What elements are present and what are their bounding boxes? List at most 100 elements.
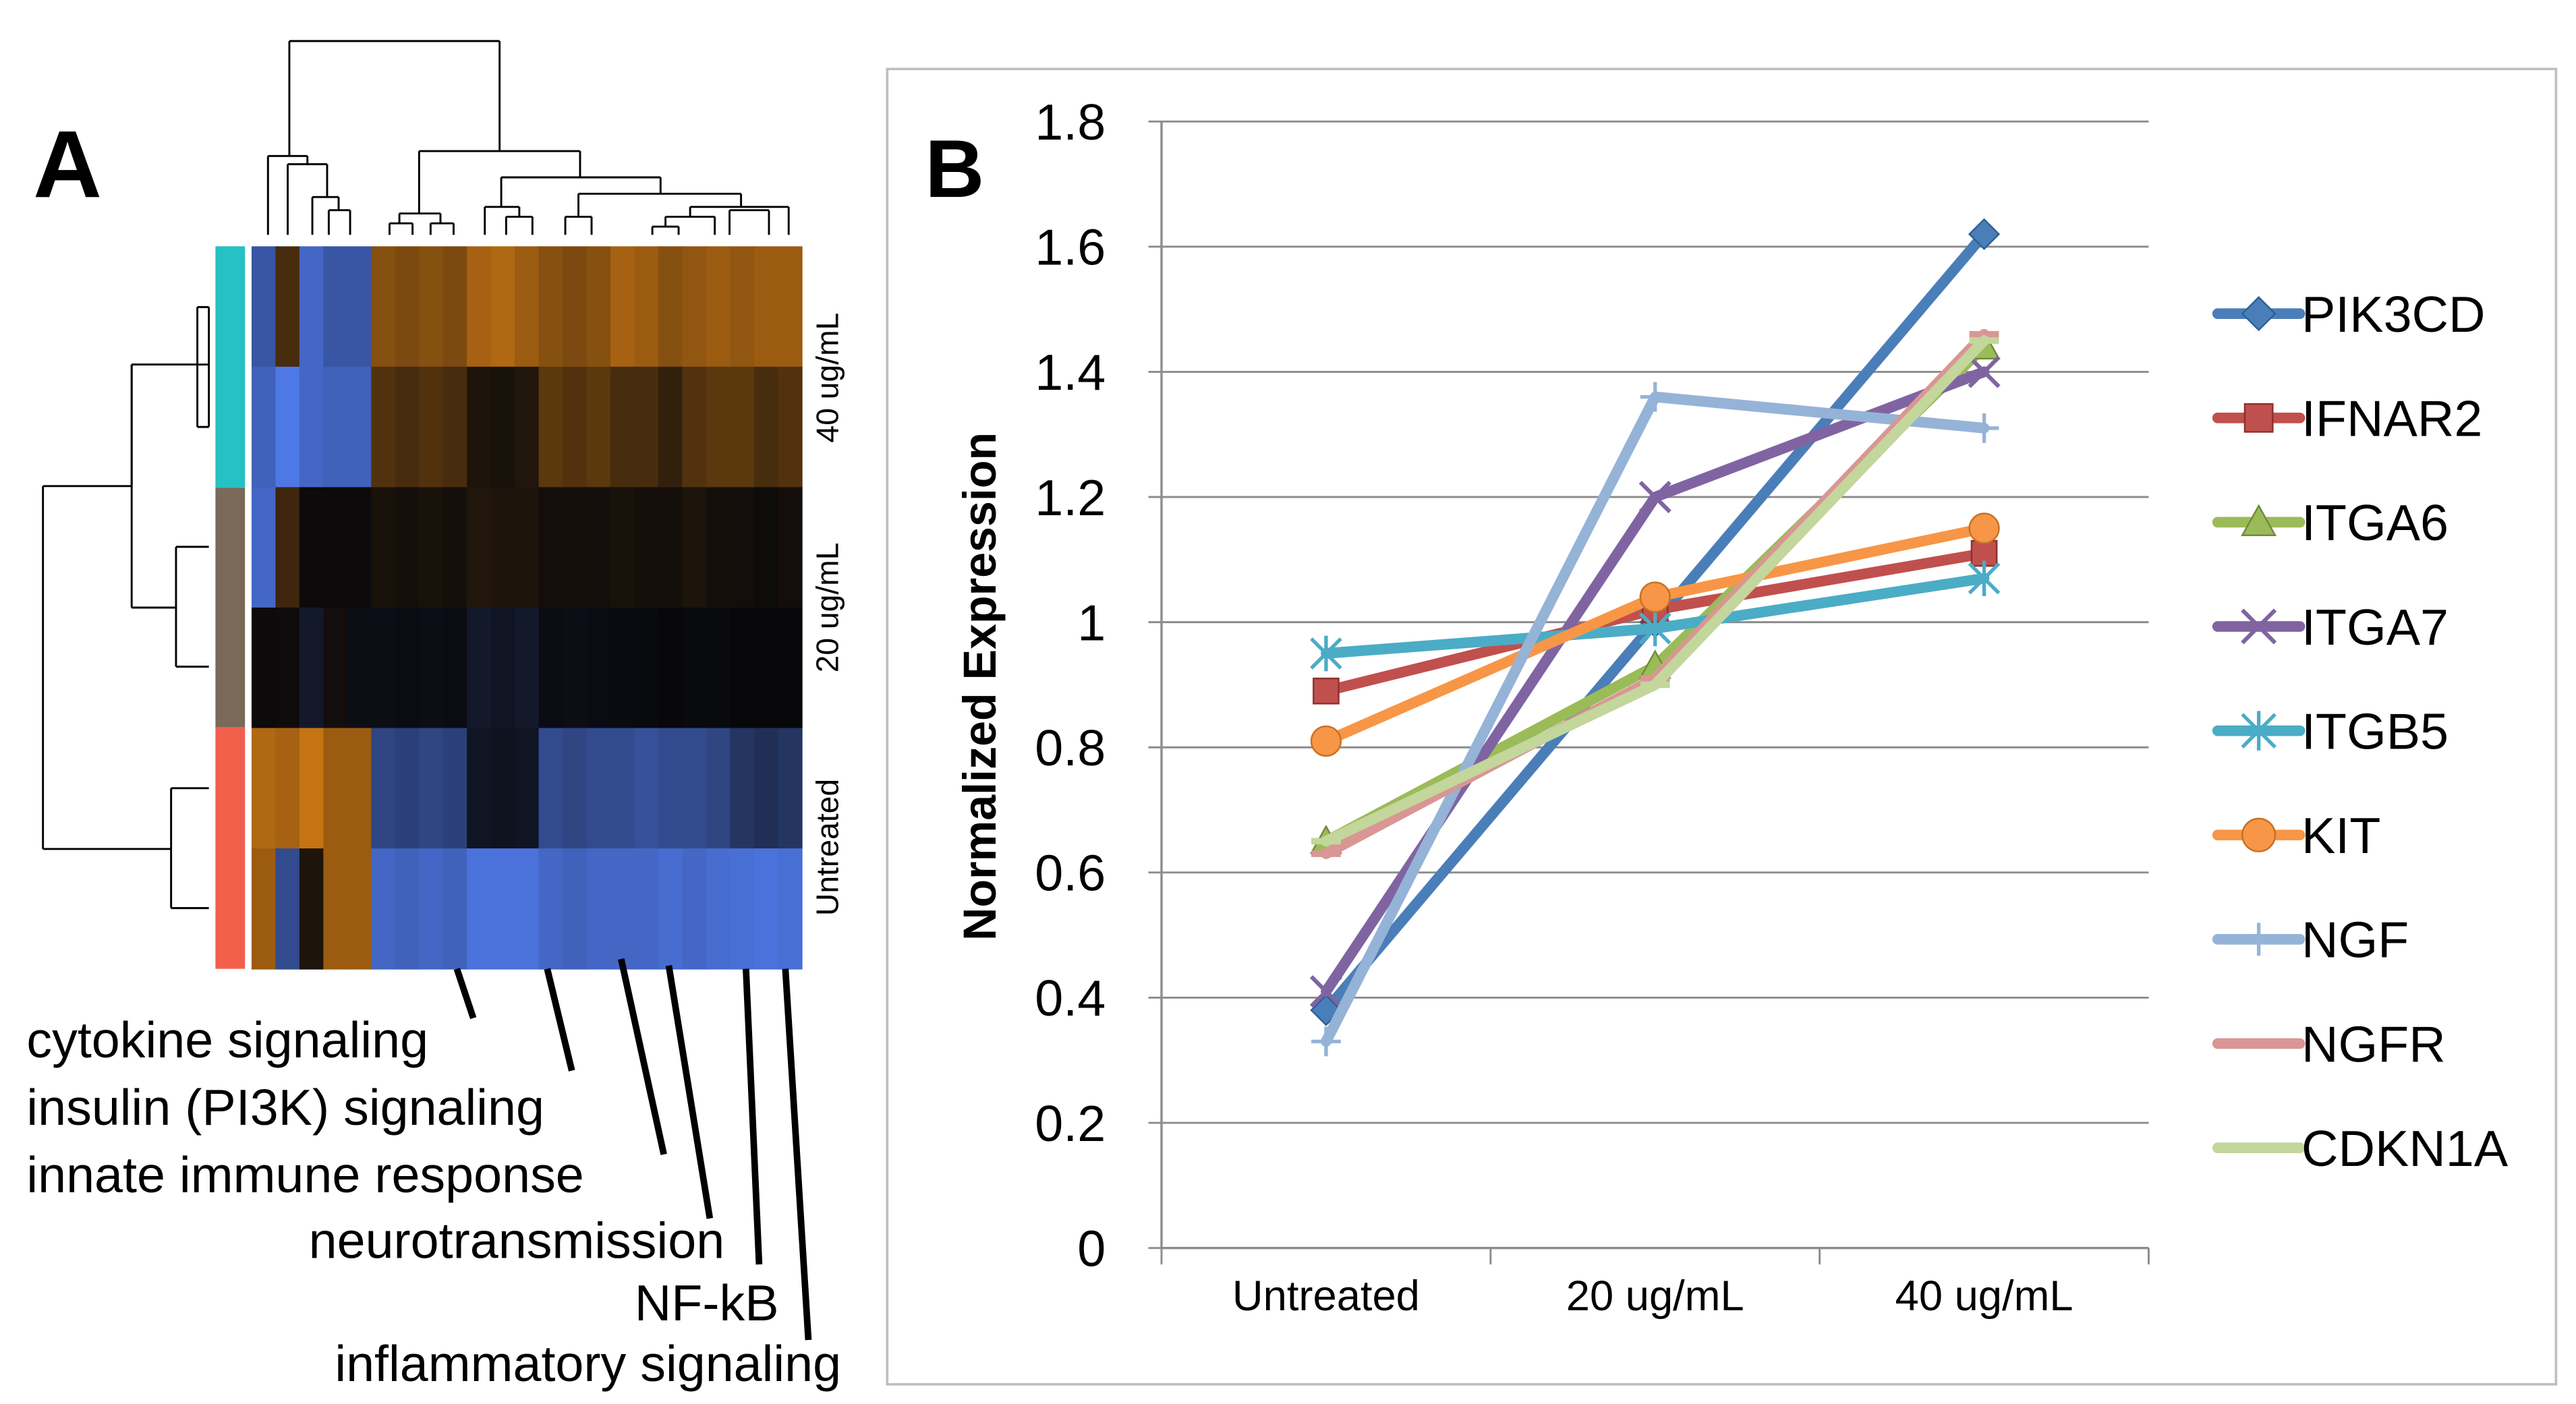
y-tick-label: 1.4 — [1035, 344, 1106, 401]
row-label-40ugml: 40 ug/mL — [809, 313, 845, 443]
pathway-label-neurotransmission: neurotransmission — [309, 1212, 725, 1268]
legend-label: ITGB5 — [2301, 703, 2449, 759]
y-tick-label: 1.6 — [1035, 219, 1106, 276]
y-tick-label: 1.8 — [1035, 94, 1106, 150]
data-point — [1310, 994, 1342, 1026]
heatmap-cell — [490, 487, 516, 608]
data-point — [1968, 560, 2001, 596]
heatmap-cell — [706, 848, 731, 970]
heatmap-cell — [442, 246, 468, 368]
data-point — [1313, 677, 1340, 705]
heatmap-cell — [682, 728, 707, 850]
heatmap-cell — [538, 487, 564, 608]
heatmap-cell — [634, 366, 659, 488]
heatmap-cell — [395, 366, 420, 488]
heatmap-cell — [563, 246, 588, 368]
heatmap-cell — [467, 607, 492, 729]
heatmap-cell — [515, 848, 540, 970]
pathway-label-inflammatory: inflammatory signaling — [335, 1335, 841, 1392]
legend-item-pik3cd: PIK3CD — [2212, 286, 2486, 343]
heatmap-cell — [442, 728, 468, 850]
heatmap-cell — [563, 366, 588, 488]
heatmap-cell — [778, 728, 803, 850]
heatmap-cell — [395, 848, 420, 970]
legend-label: NGF — [2301, 912, 2409, 968]
heatmap-cell — [275, 366, 300, 488]
heatmap-cell — [395, 246, 420, 368]
heatmap-cell — [275, 848, 300, 970]
data-point — [1968, 218, 2001, 250]
heatmap-cell — [323, 607, 348, 729]
legend-item-ngfr: NGFR — [2212, 1016, 2446, 1072]
heatmap-cell — [586, 487, 611, 608]
heatmap-cell — [419, 366, 444, 488]
group-bar-20ugml — [215, 488, 246, 728]
data-point — [1638, 480, 1671, 514]
heatmap-cell — [730, 607, 755, 729]
x-tick-label: Untreated — [1232, 1273, 1420, 1320]
heatmap-cell — [251, 366, 277, 488]
heatmap-cell — [347, 246, 372, 368]
data-point — [1640, 382, 1670, 412]
heatmap-cell — [706, 246, 731, 368]
heatmap-cell — [634, 246, 659, 368]
heatmap-cell — [682, 366, 707, 488]
heatmap-cell — [467, 728, 492, 850]
heatmap-cell — [563, 487, 588, 608]
column-dendrogram — [266, 40, 790, 235]
heatmap-cell — [490, 848, 516, 970]
heatmap-cell — [490, 728, 516, 850]
heatmap-cell — [251, 246, 277, 368]
heatmap-cell — [371, 728, 396, 850]
heatmap-cell — [586, 246, 611, 368]
heatmap-cell — [753, 607, 779, 729]
legend-label: KIT — [2301, 807, 2380, 864]
pathway-label-cytokine: cytokine signaling — [26, 1012, 428, 1068]
heatmap-cell — [538, 607, 564, 729]
data-point — [2241, 608, 2277, 645]
heatmap-cell — [658, 366, 683, 488]
heatmap-cell — [515, 607, 540, 729]
y-axis-title: Normalized Expression — [954, 432, 1006, 941]
heatmap-cell — [706, 487, 731, 608]
heatmap-cell — [323, 728, 348, 850]
heatmap-cell — [778, 366, 803, 488]
heatmap-cell — [753, 366, 779, 488]
heatmap-cell — [610, 366, 635, 488]
heatmap-cell — [442, 487, 468, 608]
heatmap-cell — [515, 246, 540, 368]
y-tick-label: 0 — [1077, 1220, 1106, 1277]
legend-label: ITGA6 — [2301, 494, 2449, 551]
chart-legend: PIK3CD IFNAR2 ITGA6 ITGA7 ITGB5 KIT NGF NGFR CDK… — [2212, 286, 2509, 1177]
y-tick-label: 0.4 — [1035, 970, 1106, 1026]
heatmap-cell — [371, 607, 396, 729]
heatmap-cell — [467, 487, 492, 608]
heatmap-cell — [299, 607, 324, 729]
heatmap-cell — [634, 848, 659, 970]
heatmap-cell — [371, 246, 396, 368]
series-ngf — [1311, 382, 1999, 1057]
heatmap-cell — [634, 487, 659, 608]
heatmap-cell — [658, 848, 683, 970]
heatmap-cell — [730, 246, 755, 368]
x-tick-label: 40 ug/mL — [1895, 1273, 2073, 1320]
heatmap-cell — [634, 728, 659, 850]
data-point — [1311, 1026, 1341, 1057]
heatmap-cell — [299, 848, 324, 970]
heatmap-cell — [251, 607, 277, 729]
legend-item-cdkn1a: CDKN1A — [2212, 1120, 2509, 1177]
heatmap-cell — [706, 728, 731, 850]
panel-a-label: A — [33, 111, 102, 217]
heatmap-cell — [275, 607, 300, 729]
legend-item-ifnar2: IFNAR2 — [2212, 390, 2482, 447]
legend-label: ITGA7 — [2301, 599, 2449, 655]
series-itgb5 — [1310, 560, 2001, 672]
data-point — [1309, 975, 1342, 1008]
heatmap-cell — [586, 366, 611, 488]
data-point — [1968, 513, 2000, 544]
heatmap-cell — [610, 607, 635, 729]
series-kit — [1310, 513, 2000, 757]
heatmap-cell — [467, 848, 492, 970]
heatmap-cell — [490, 246, 516, 368]
